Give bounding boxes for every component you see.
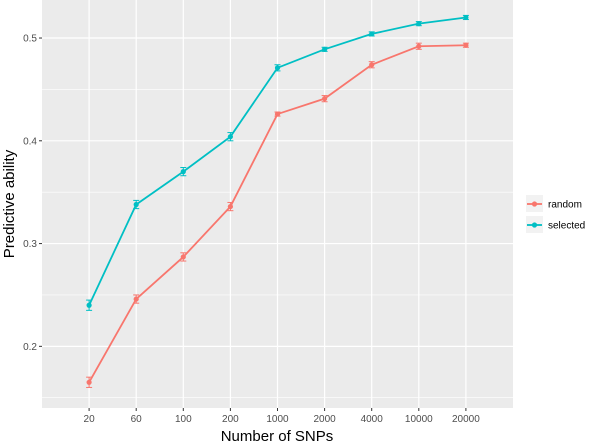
x-tick-label: 2000 <box>313 414 336 425</box>
data-point-random <box>133 296 139 302</box>
data-point-selected <box>416 21 422 27</box>
data-point-random <box>416 43 422 49</box>
x-tick-label: 200 <box>222 414 239 425</box>
y-tick-label: 0.3 <box>23 239 37 250</box>
y-tick-label: 0.5 <box>23 34 37 45</box>
data-point-random <box>180 254 186 260</box>
data-point-random <box>369 62 375 68</box>
legend: random selected <box>526 195 585 233</box>
data-point-random <box>463 42 469 48</box>
data-point-selected <box>180 169 186 175</box>
data-point-selected <box>86 302 92 308</box>
x-tick-label: 1000 <box>266 414 289 425</box>
legend-key-point <box>531 222 538 228</box>
data-point-random <box>86 379 92 385</box>
x-tick-label: 10000 <box>405 414 433 425</box>
y-axis: 0.2 0.3 0.4 0.5 <box>23 34 42 353</box>
data-point-selected <box>369 31 375 37</box>
x-tick-label: 20000 <box>452 414 480 425</box>
data-point-selected <box>463 14 469 21</box>
y-axis-title: Predictive ability <box>1 149 18 258</box>
data-point-selected <box>133 201 139 208</box>
x-tick-label: 60 <box>131 414 143 425</box>
data-point-random <box>322 96 328 102</box>
x-axis-title: Number of SNPs <box>221 428 334 445</box>
y-tick-label: 0.2 <box>23 342 37 353</box>
legend-label-random: random <box>548 200 582 211</box>
x-tick-label: 20 <box>84 414 96 425</box>
data-point-selected <box>227 134 233 140</box>
series-layer <box>86 14 469 388</box>
data-point-selected <box>274 65 281 71</box>
legend-label-selected: selected <box>548 221 585 232</box>
y-tick-label: 0.4 <box>23 136 37 147</box>
x-tick-label: 4000 <box>361 414 384 425</box>
legend-key-point <box>531 201 538 207</box>
x-axis: 20 60 100 200 1000 2000 4000 10000 20000 <box>84 408 480 425</box>
data-point-random <box>274 111 281 117</box>
x-tick-label: 100 <box>175 414 192 425</box>
data-point-selected <box>322 46 328 52</box>
data-point-random <box>227 203 233 210</box>
